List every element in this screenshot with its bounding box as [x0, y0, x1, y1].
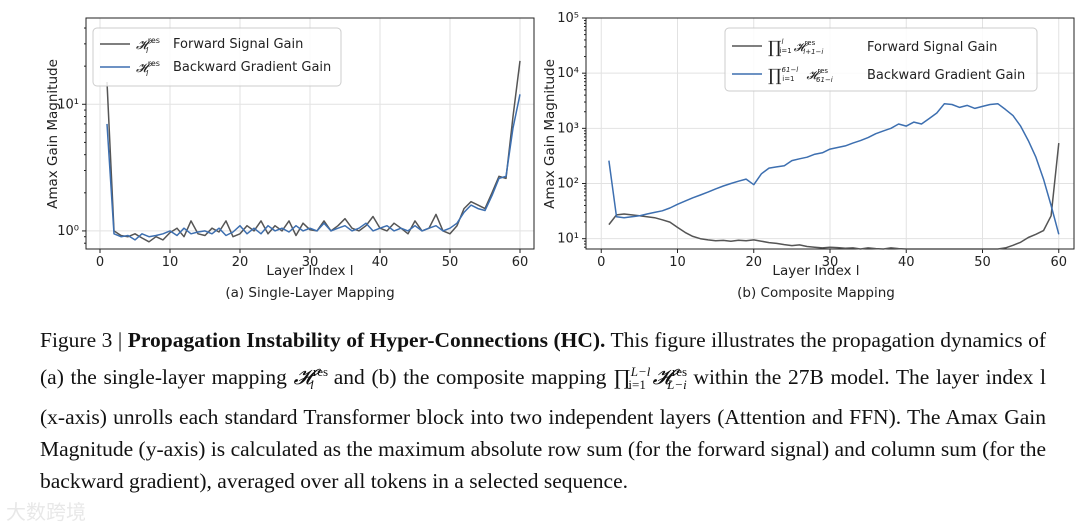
- x-tick-label: 30: [302, 255, 319, 270]
- legend-label-backward-a: Backward Gradient Gain: [173, 60, 331, 75]
- subtitle-a: (a) Single-Layer Mapping: [225, 285, 394, 301]
- ticks-b: 0 10 20 30 40 50 60 10¹ 10² 10³ 10⁴ 10⁵: [557, 11, 1067, 270]
- x-tick-label: 40: [898, 255, 915, 270]
- x-tick-label: 60: [512, 255, 529, 270]
- ticks-a: 0 10 20 30 40 50 60 10⁰ 10¹: [57, 27, 529, 270]
- y-tick-label: 10²: [557, 177, 579, 192]
- watermark-text: 大数跨境: [6, 500, 86, 524]
- watermark-logo: 大数跨境: [6, 496, 86, 525]
- x-axis-label-b: Layer Index l: [772, 263, 859, 279]
- legend-box-b: [724, 27, 1038, 92]
- y-tick-label: 10⁵: [557, 11, 579, 26]
- caption-line1-rest: This figure illustrates the: [610, 328, 827, 352]
- caption-line3: within the 27B model. The layer index l …: [40, 365, 1047, 494]
- series-a: [106, 60, 521, 243]
- x-tick-label: 30: [822, 255, 839, 270]
- x-tick-label: 40: [372, 255, 389, 270]
- y-tick-label: 10³: [557, 121, 579, 136]
- figure-title: Propagation Instability of Hyper-Connect…: [127, 328, 606, 352]
- x-tick-label: 20: [745, 255, 762, 270]
- subtitle-b: (b) Composite Mapping: [737, 285, 895, 301]
- x-tick-label: 60: [1050, 255, 1067, 270]
- grid-b: [586, 17, 1074, 249]
- legend-label-forward-a: Forward Signal Gain: [173, 37, 303, 52]
- x-tick-label: 50: [974, 255, 991, 270]
- chart-composite: 0 10 20 30 40 50 60 10¹ 10² 10³ 10⁴ 10⁵ Layer Index…: [542, 11, 1075, 301]
- caption-math-single: 𝓗resl: [293, 364, 329, 393]
- x-tick-label: 10: [669, 255, 686, 270]
- caption-line2-a: propagation dynamics of (a) the single-l…: [40, 328, 1047, 390]
- series-forward-line: [608, 143, 1060, 250]
- y-axis-label-a: Amax Gain Magnitude: [45, 59, 61, 209]
- legend-label-backward-b: Backward Gradient Gain: [867, 68, 1025, 83]
- series-forward-line: [106, 60, 521, 243]
- x-tick-label: 0: [597, 255, 605, 270]
- y-axis-label-b: Amax Gain Magnitude: [542, 59, 558, 209]
- x-tick-label: 50: [442, 255, 459, 270]
- y-tick-label: 10⁴: [557, 66, 579, 81]
- caption-line2-b: and (b) the composite mapping: [333, 365, 607, 390]
- y-tick-label: 10⁰: [57, 224, 79, 239]
- legend-a: 𝓗res l Forward Signal Gain 𝓗res l Backward…: [92, 27, 342, 87]
- series-b: [608, 102, 1060, 250]
- figure-caption: Figure 3 | Propagation Instability of Hy…: [40, 324, 1046, 497]
- legend-box-a: [92, 27, 342, 87]
- x-tick-label: 20: [232, 255, 249, 270]
- legend-math-backward-b: ∏61−l i=1 𝓗res 61−i: [768, 66, 833, 86]
- series-backward-line: [608, 102, 1060, 235]
- x-axis-label-a: Layer Index l: [266, 263, 353, 279]
- y-tick-label: 10¹: [557, 232, 579, 247]
- legend-b: ∏l i=1 𝓗res l+1−i Forward Signal Gain ∏61−l…: [724, 27, 1038, 92]
- caption-math-composite: ∏L−li=1 𝓗resL−i: [613, 364, 688, 393]
- y-tick-label: 10¹: [57, 97, 79, 112]
- figure-label: Figure 3 |: [40, 328, 123, 352]
- x-tick-label: 0: [96, 255, 104, 270]
- x-tick-label: 10: [162, 255, 179, 270]
- legend-label-forward-b: Forward Signal Gain: [867, 40, 997, 55]
- series-backward-line: [106, 94, 521, 241]
- legend-math-forward-b: ∏l i=1 𝓗res l+1−i: [768, 38, 823, 58]
- chart-single-layer: 0 10 20 30 40 50 60 10⁰ 10¹ Layer Index l (a) Si…: [45, 17, 535, 301]
